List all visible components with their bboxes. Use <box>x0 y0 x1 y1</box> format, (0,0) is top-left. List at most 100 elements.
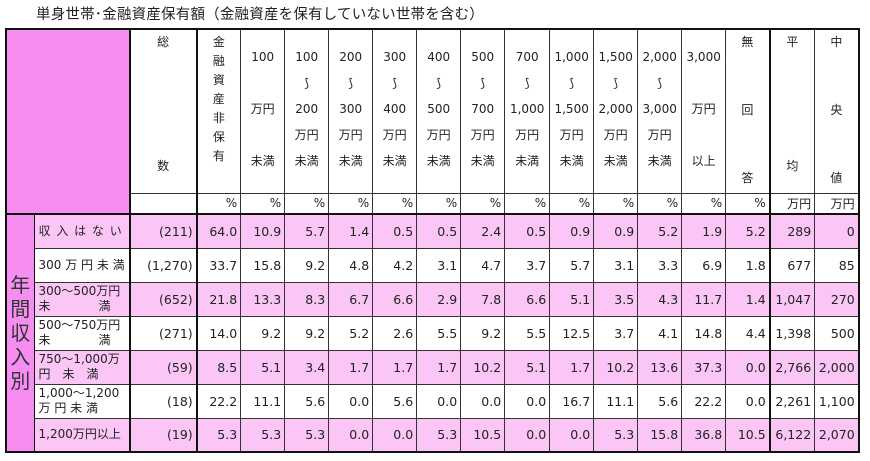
value-cell: 22.2 <box>196 383 242 419</box>
value-cell: 0.0 <box>504 417 551 453</box>
value-cell: 5.7 <box>549 247 595 283</box>
value-cell: 1.7 <box>549 349 595 385</box>
value-cell: 6.6 <box>504 281 551 317</box>
column-header-text: ⟆ <box>392 76 398 90</box>
group-label-char: 収 <box>10 321 31 345</box>
value-cell: 64.0 <box>196 213 242 249</box>
column-header-text: 未満 <box>294 154 319 168</box>
value-cell: 0.5 <box>416 213 462 249</box>
column-header-text: 300 <box>339 102 363 116</box>
value-cell: 6.6 <box>372 281 418 317</box>
column-header-300_400: 300 ⟆ 400 万円 未満 <box>372 28 418 194</box>
value-cell: 15.8 <box>637 417 683 453</box>
value-cell: 8.5 <box>196 349 242 385</box>
value-cell: 12.5 <box>549 315 595 351</box>
value-cell: 270 <box>814 281 860 317</box>
column-header-text: 未満 <box>559 154 584 168</box>
group-label-char: 間 <box>10 297 31 321</box>
row-label: 1,200万円以上 <box>33 417 131 453</box>
value-cell: 6,122 <box>769 417 816 453</box>
value-cell: 0.0 <box>460 383 506 419</box>
unit-cell: % <box>284 192 330 215</box>
unit-cell: % <box>372 192 418 215</box>
value-cell: 6.9 <box>681 247 727 283</box>
row-label: 300～500万円未 満 <box>33 281 131 317</box>
unit-cell <box>129 192 198 215</box>
value-cell: 3.1 <box>416 247 462 283</box>
column-header-text: 3,000 <box>686 50 721 64</box>
row-label: 500～750万円未 満 <box>33 315 131 351</box>
value-cell: 5.1 <box>549 281 595 317</box>
column-header-text: 回 <box>741 103 754 117</box>
row-label-text: 未 満 <box>38 299 111 313</box>
column-header-text: 万円 <box>250 102 275 116</box>
value-cell: 0.0 <box>725 383 771 419</box>
column-header-text: 未満 <box>515 154 540 168</box>
value-cell: 5.3 <box>416 417 462 453</box>
value-cell: 3.4 <box>284 349 330 385</box>
column-header-text: ⟆ <box>569 76 575 90</box>
column-header-text: 1,000 <box>509 102 545 116</box>
column-header-text: 値 <box>830 171 843 185</box>
value-cell: 2.6 <box>372 315 418 351</box>
table-row: 1,200万円以上 (19) 5.3 5.3 5.3 0.0 0.0 5.3 10.5 0.0 0.… <box>6 417 860 453</box>
row-label-text: 未 満 <box>38 333 111 347</box>
value-cell: 11.1 <box>593 383 639 419</box>
row-label: 収 入 は な い <box>33 213 131 249</box>
value-cell: 22.2 <box>681 383 727 419</box>
column-header-text: 200 <box>295 102 319 116</box>
unit-cell: % <box>328 192 374 215</box>
value-cell: 0.5 <box>504 213 551 249</box>
column-header-1500_2000: 1,500 ⟆ 2,000 万円 未満 <box>593 28 639 194</box>
value-cell: 0.0 <box>416 383 462 419</box>
column-header-text: 保 <box>212 130 225 144</box>
column-header-text: 資 <box>212 73 225 87</box>
column-header-text: 400 <box>383 102 407 116</box>
value-cell: 3.7 <box>593 315 639 351</box>
column-header-text: 3,000 <box>642 102 677 116</box>
column-header-text: 2,000 <box>598 102 633 116</box>
column-header-text: 央 <box>830 103 843 117</box>
column-header-text: 1,500 <box>554 102 589 116</box>
value-cell: 9.2 <box>240 315 286 351</box>
value-cell: 5.7 <box>284 213 330 249</box>
unit-cell: % <box>240 192 286 215</box>
row-label-text: 円 未 満 <box>38 367 99 381</box>
value-cell: 10.5 <box>460 417 506 453</box>
row-label-text: 750～1,000万 <box>38 352 120 366</box>
unit-cell: % <box>504 192 551 215</box>
table-row: 年間収入別収 入 は な い (211) 64.0 10.9 5.7 1.4 0.5 0.5 2… <box>5 213 860 453</box>
column-header-text: 答 <box>741 171 754 185</box>
value-cell: 5.2 <box>328 315 374 351</box>
value-cell: 13.3 <box>240 281 286 317</box>
column-header-100_200: 100 ⟆ 200 万円 未満 <box>284 28 330 194</box>
value-cell: 9.2 <box>460 315 506 351</box>
value-cell: 36.8 <box>681 417 727 453</box>
column-header-text: 500 <box>471 50 495 64</box>
column-header-text: ⟆ <box>657 76 663 90</box>
column-header-text: 100 <box>251 50 275 64</box>
value-cell: 5.6 <box>372 383 418 419</box>
financial-assets-table: 総数金融資産非保有 100 万円 未満 100 ⟆ 200 万円 未満 200 ⟆ 300 万円 未満 30… <box>5 28 860 453</box>
value-cell: 21.8 <box>196 281 242 317</box>
row-label-text: 300 万 円 未 満 <box>38 257 125 272</box>
value-cell: 500 <box>814 315 860 351</box>
unit-cell: % <box>593 192 639 215</box>
value-cell: 7.8 <box>460 281 506 317</box>
unit-cell: % <box>416 192 462 215</box>
column-header-2000_3000: 2,000 ⟆ 3,000 万円 未満 <box>637 28 683 194</box>
count-cell: (652) <box>129 281 198 317</box>
column-header-noanswer: 無回答 <box>725 28 771 194</box>
count-cell: (211) <box>129 213 198 249</box>
value-cell: 5.3 <box>240 417 286 453</box>
column-header-text: ⟆ <box>436 76 442 90</box>
unit-cell: 万円 <box>769 192 816 215</box>
value-cell: 1.7 <box>328 349 374 385</box>
value-cell: 5.3 <box>196 417 242 453</box>
value-cell: 1,398 <box>769 315 816 351</box>
value-cell: 289 <box>769 213 816 249</box>
column-header-text: 万円 <box>559 128 584 142</box>
count-cell: (271) <box>129 315 198 351</box>
column-header-text: 2,000 <box>642 50 677 64</box>
value-cell: 1,100 <box>814 383 860 419</box>
